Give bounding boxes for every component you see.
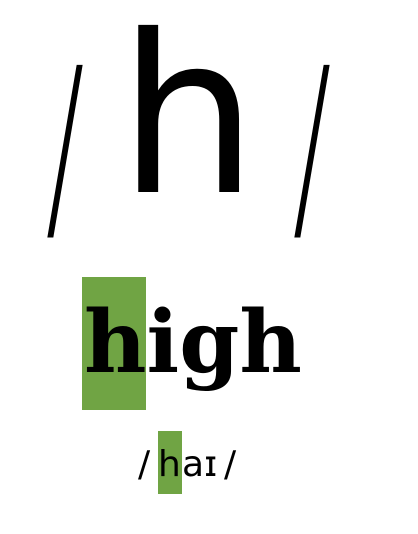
- pronunciation-slash-left: /: [138, 444, 151, 485]
- example-word-rest: igh: [146, 292, 302, 393]
- pronunciation-highlight-letter: h: [158, 444, 181, 485]
- example-word-text: high: [84, 285, 302, 400]
- example-word-highlight-letter: h: [84, 292, 147, 393]
- pronunciation-highlight: [158, 431, 182, 494]
- pronunciation-rest: aɪ: [182, 444, 218, 485]
- phoneme-letter: h: [118, 0, 257, 244]
- phoneme-heading-graphic: / h /: [46, 0, 332, 260]
- phoneme-slash-right: /: [293, 23, 332, 260]
- letter-highlight: [82, 277, 146, 410]
- phoneme-slash-left: /: [46, 23, 85, 260]
- pronunciation-slash-right: /: [224, 444, 237, 485]
